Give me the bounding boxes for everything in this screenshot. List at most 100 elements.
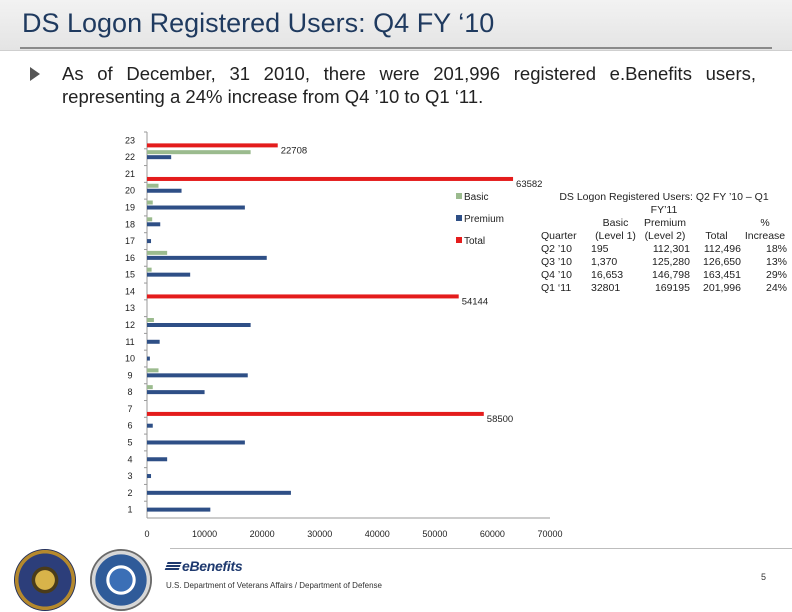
bar-total-14 xyxy=(147,294,459,299)
table-row: Q3 ’10 1,370 125,280 126,650 13% xyxy=(541,256,787,269)
y-tick-label: 16 xyxy=(125,253,135,263)
bar-premium-22 xyxy=(147,155,172,160)
table-cell: 112,496 xyxy=(703,243,741,255)
table-cell: 146,798 xyxy=(652,269,690,281)
table-cell: Q3 ’10 xyxy=(541,256,572,268)
bar-total-21 xyxy=(147,176,514,181)
bullet-arrow-icon xyxy=(30,67,40,81)
y-tick-label: 9 xyxy=(127,370,132,380)
y-tick-label: 17 xyxy=(125,236,135,246)
bar-total-23 xyxy=(147,143,278,148)
y-tick-label: 20 xyxy=(125,186,135,196)
bar-premium-17 xyxy=(147,239,152,244)
header-cell: Total xyxy=(705,230,728,242)
legend-label-premium: Premium xyxy=(464,214,504,225)
dod-seal-icon xyxy=(90,549,152,611)
page-title: DS Logon Registered Users: Q4 FY ‘10 xyxy=(22,8,495,38)
title-bar: DS Logon Registered Users: Q4 FY ‘10 xyxy=(0,0,792,51)
y-tick-label: 19 xyxy=(125,203,135,213)
bar-basic-9 xyxy=(147,368,159,373)
y-tick-label: 6 xyxy=(127,421,132,431)
bar-premium-19 xyxy=(147,205,245,210)
table-cell: 195 xyxy=(591,243,609,255)
bar-premium-16 xyxy=(147,255,267,260)
table-header-top: Basic Premium % xyxy=(541,217,787,230)
bar-premium-6 xyxy=(147,423,153,428)
y-tick-label: 23 xyxy=(125,135,135,145)
y-tick-label: 1 xyxy=(127,505,132,515)
data-label-21: 63582 xyxy=(516,179,542,190)
y-tick-label: 5 xyxy=(127,437,132,447)
bar-premium-11 xyxy=(147,339,160,344)
y-tick-label: 13 xyxy=(125,303,135,313)
table-cell: 125,280 xyxy=(652,256,690,268)
data-label-23: 22708 xyxy=(281,145,307,156)
bullet-text: As of December, 31 2010, there were 201,… xyxy=(62,63,756,107)
table-cell: 16,653 xyxy=(591,269,624,281)
table-cell: Q2 ’10 xyxy=(541,243,572,255)
bar-premium-12 xyxy=(147,323,251,327)
table-cell: Q4 ’10 xyxy=(541,269,572,281)
data-labels: 58500 54144 63582 22708 xyxy=(281,145,543,425)
data-label-7: 58500 xyxy=(487,414,513,425)
header-cell: % xyxy=(760,217,770,229)
table-cell: 112,301 xyxy=(652,243,690,255)
header-cell: Basic xyxy=(602,217,629,229)
bar-basic-19 xyxy=(147,200,153,205)
table-cell: 29% xyxy=(765,269,787,281)
header-cell xyxy=(541,217,591,230)
legend-label-basic: Basic xyxy=(464,192,488,203)
bar-basic-18 xyxy=(147,217,153,222)
table-cell: Q1 ‘11 xyxy=(541,282,572,294)
bar-premium-2 xyxy=(147,490,291,495)
table-cell: 163,451 xyxy=(703,269,741,281)
bar-total-7 xyxy=(147,411,484,416)
y-tick-label: 11 xyxy=(125,337,134,347)
bar-premium-15 xyxy=(147,272,191,277)
bar-premium-5 xyxy=(147,440,245,445)
y-tick-label: 3 xyxy=(127,471,132,481)
x-tick-label: 40000 xyxy=(365,529,390,539)
bar-basic-16 xyxy=(147,250,168,255)
bar-premium-4 xyxy=(147,457,168,462)
table-title-line2: FY’11 xyxy=(650,204,678,216)
bar-premium-8 xyxy=(147,390,205,395)
table-cell: 126,650 xyxy=(703,256,741,268)
x-tick-label: 10000 xyxy=(192,529,217,539)
bar-premium-20 xyxy=(147,188,182,193)
y-tick-label: 8 xyxy=(127,387,132,397)
bar-basic-22 xyxy=(147,150,251,155)
table-title-line1: DS Logon Registered Users: Q2 FY ’10 – Q… xyxy=(559,191,769,203)
header-cell: Premium xyxy=(643,217,686,229)
table-row: Q2 ’10 195 112,301 112,496 18% xyxy=(541,243,787,256)
bar-basic-8 xyxy=(147,385,153,390)
table-cell: 1,370 xyxy=(591,256,618,268)
legend-swatch-total xyxy=(456,237,462,243)
footer-divider xyxy=(170,548,792,549)
x-tick-label: 20000 xyxy=(250,529,275,539)
table-cell: 32801 xyxy=(591,282,621,294)
x-tick-label: 50000 xyxy=(422,529,447,539)
bars xyxy=(147,143,514,512)
x-tick-label: 70000 xyxy=(537,529,562,539)
ebenefits-logo-text: eBenefits xyxy=(182,558,243,574)
y-tick-label: 7 xyxy=(127,404,132,414)
header-cell: Quarter xyxy=(541,230,577,242)
bar-premium-18 xyxy=(147,222,161,227)
bar-basic-15 xyxy=(147,267,152,272)
x-tick-label: 30000 xyxy=(307,529,332,539)
x-axis-labels: 0 10000 20000 30000 40000 50000 60000 70000 xyxy=(144,529,562,539)
bar-premium-1 xyxy=(147,507,211,512)
x-tick-label: 0 xyxy=(144,529,149,539)
table-cell: 18% xyxy=(765,243,787,255)
table-cell: 169195 xyxy=(654,282,690,294)
bar-premium-10 xyxy=(147,356,150,361)
y-tick-label: 12 xyxy=(125,320,135,330)
bar-premium-3 xyxy=(147,474,152,479)
header-cell: Increase xyxy=(744,230,786,242)
department-text: U.S. Department of Veterans Affairs / De… xyxy=(166,581,382,590)
table-header-bottom: Quarter (Level 1) (Level 2) Total Increa… xyxy=(541,230,787,243)
page-number: 5 xyxy=(761,572,767,582)
